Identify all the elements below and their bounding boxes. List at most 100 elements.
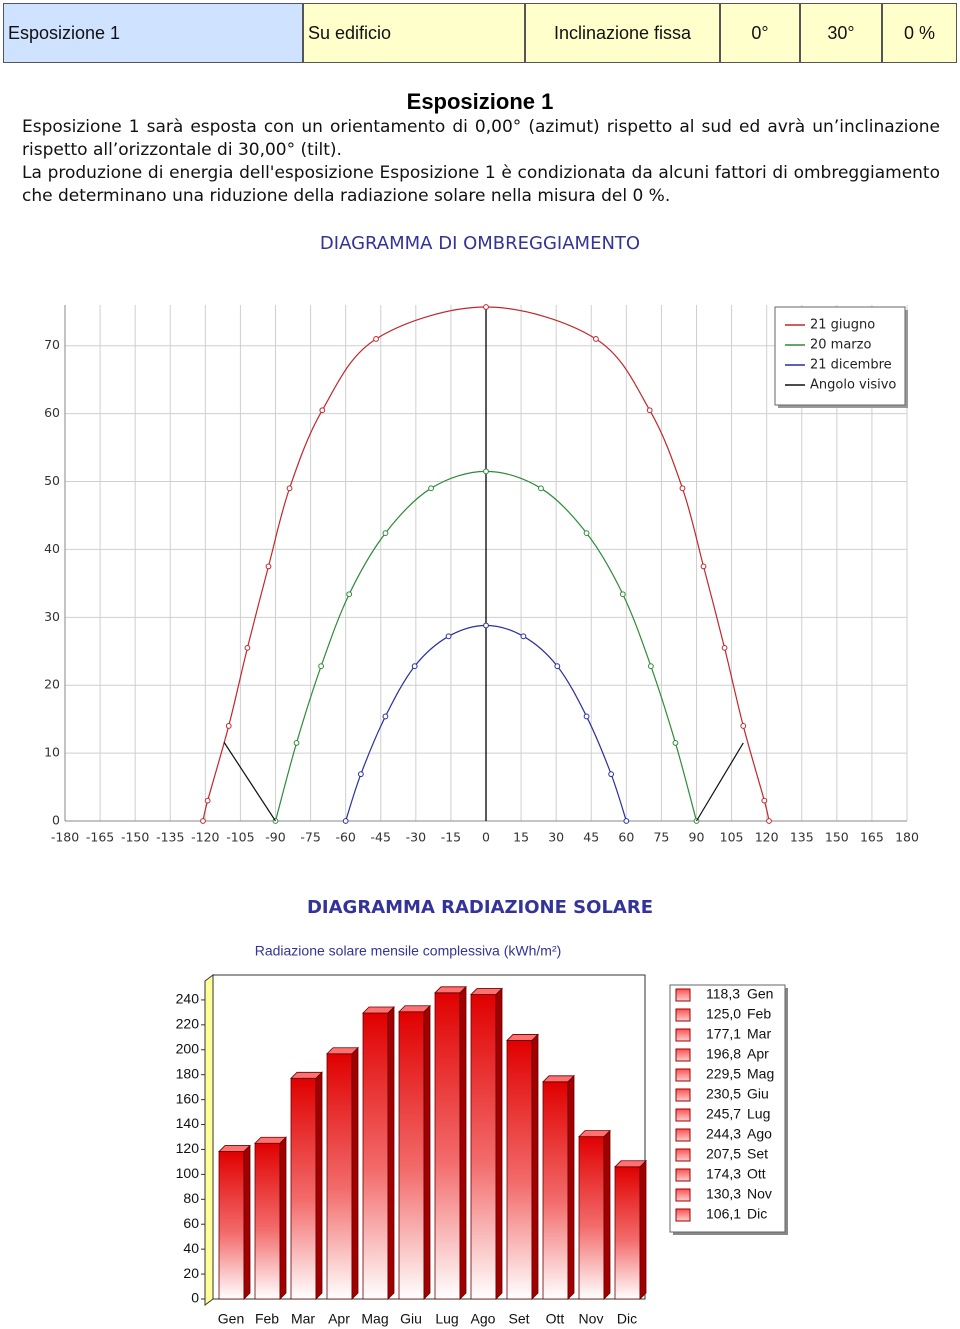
legend-value: 244,3	[706, 1126, 741, 1142]
x-tick-label: Lug	[435, 1311, 458, 1327]
legend-value: 196,8	[706, 1046, 741, 1062]
legend-swatch	[675, 1188, 691, 1202]
section-text: Esposizione 1 sarà esposta con un orient…	[22, 116, 940, 208]
y-tick-label: 140	[176, 1115, 200, 1131]
legend-category: Lug	[747, 1106, 770, 1122]
point-marker	[346, 591, 353, 598]
bar-side	[243, 1144, 251, 1300]
legend-value: 207,5	[706, 1146, 741, 1162]
bar-side	[423, 1004, 431, 1300]
x-tick-label: Mag	[361, 1311, 388, 1327]
side-wall	[204, 974, 214, 1306]
legend-category: Feb	[747, 1006, 771, 1022]
legend-value: 118,3	[706, 986, 740, 1002]
point-marker	[200, 818, 206, 824]
legend	[774, 306, 906, 406]
header-cell: 30°	[800, 3, 882, 63]
bar-side	[459, 985, 467, 1300]
point-marker	[411, 663, 418, 670]
point-marker	[483, 304, 489, 310]
bar-side	[387, 1006, 395, 1300]
chart-title: DIAGRAMMA DI OMBREGGIAMENTO	[320, 233, 640, 254]
x-tick-label: Giu	[400, 1311, 422, 1327]
bar-side	[279, 1136, 287, 1300]
bar	[578, 1136, 605, 1300]
point-marker	[265, 563, 272, 570]
series-line	[695, 742, 744, 822]
legend-value: 245,7	[706, 1106, 741, 1122]
point-marker	[318, 663, 325, 670]
x-tick-label: -165	[86, 830, 114, 845]
point-marker	[679, 485, 686, 492]
legend-value: 130,3	[706, 1186, 741, 1202]
legend-label: 20 marzo	[810, 338, 871, 353]
legend-label: 21 giugno	[810, 318, 875, 333]
bar	[290, 1077, 317, 1300]
x-tick-label: Set	[508, 1311, 529, 1327]
x-tick-label: 45	[583, 830, 599, 845]
legend-swatch	[675, 1168, 691, 1182]
x-tick-label: 90	[689, 830, 705, 845]
header-cell: Inclinazione fissa	[525, 3, 720, 63]
legend-value: 174,3	[706, 1166, 741, 1182]
x-tick-label: 180	[895, 830, 919, 845]
x-tick-label: Feb	[255, 1311, 279, 1327]
y-tick-label: 220	[176, 1016, 200, 1032]
point-marker	[647, 663, 654, 670]
y-tick-label: 70	[44, 337, 60, 352]
legend-value: 177,1	[706, 1026, 741, 1042]
legend-label: Angolo visivo	[810, 378, 896, 393]
header-cell: Su edificio	[303, 3, 525, 63]
bar	[614, 1166, 641, 1300]
x-tick-label: -90	[265, 830, 285, 845]
x-tick-label: 165	[860, 830, 884, 845]
paragraph: Esposizione 1 sarà esposta con un orient…	[22, 117, 940, 160]
legend-category: Nov	[747, 1186, 772, 1202]
x-tick-label: 120	[755, 830, 779, 845]
x-tick-label: Ago	[471, 1311, 496, 1327]
point-marker	[204, 797, 211, 804]
point-marker	[583, 530, 590, 537]
x-tick-label: -45	[371, 830, 391, 845]
y-tick-label: 20	[44, 677, 60, 692]
point-marker	[740, 723, 747, 729]
x-tick-label: -180	[51, 830, 79, 845]
y-tick-label: 10	[44, 745, 60, 760]
y-tick-label: 0	[52, 813, 60, 828]
bar-side	[567, 1074, 575, 1300]
bar	[434, 992, 461, 1300]
legend-swatch	[675, 1148, 691, 1162]
y-tick-label: 40	[44, 541, 60, 556]
legend-category: Ott	[747, 1166, 766, 1182]
legend-category: Apr	[747, 1046, 769, 1062]
bar	[506, 1040, 533, 1300]
y-tick-label: 30	[44, 609, 60, 624]
point-marker	[619, 591, 626, 598]
legend-category: Giu	[747, 1086, 769, 1102]
chart-title: DIAGRAMMA RADIAZIONE SOLARE	[307, 897, 653, 918]
legend-swatch	[675, 1068, 691, 1082]
point-marker	[357, 771, 364, 778]
point-marker	[293, 740, 300, 746]
y-tick-label: 100	[176, 1165, 200, 1181]
bar-side	[531, 1033, 539, 1300]
bar-side	[315, 1071, 323, 1300]
point-marker	[700, 563, 707, 570]
point-marker	[445, 633, 452, 640]
legend-category: Ago	[747, 1126, 772, 1142]
point-marker	[342, 818, 349, 824]
x-tick-label: 105	[720, 830, 744, 845]
legend-swatch	[675, 1028, 691, 1042]
paragraph: La produzione di energia dell'esposizion…	[22, 163, 940, 206]
x-tick-label: 150	[825, 830, 849, 845]
legend-value: 125,0	[706, 1006, 741, 1022]
point-marker	[766, 818, 772, 824]
legend-value: 229,5	[706, 1066, 741, 1082]
x-tick-label: -15	[441, 830, 461, 845]
bar	[326, 1053, 353, 1300]
legend-value: 106,1	[706, 1206, 741, 1222]
point-marker	[721, 644, 728, 651]
point-marker	[225, 723, 232, 729]
x-tick-label: Gen	[218, 1311, 244, 1327]
x-tick-label: Ott	[546, 1311, 565, 1327]
